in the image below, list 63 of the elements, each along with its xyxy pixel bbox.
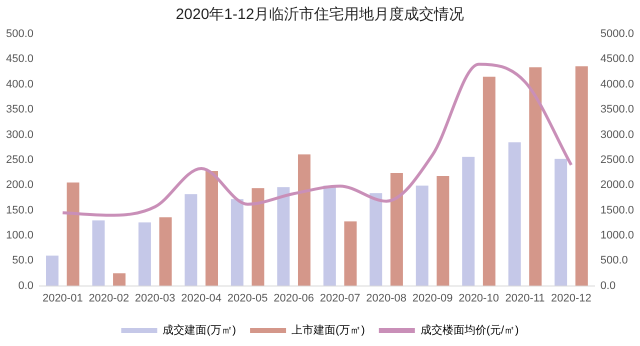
bar <box>277 187 290 286</box>
bar <box>298 154 310 286</box>
bar <box>230 199 244 286</box>
y-tick-label: 450.0 <box>6 53 34 66</box>
x-tick-label: 2020-03 <box>134 292 176 304</box>
y2-tick-label: 4500.0 <box>600 53 634 66</box>
bar <box>482 76 496 286</box>
bar <box>416 186 428 286</box>
y-tick-label: 500.0 <box>6 28 34 40</box>
bar <box>529 67 542 286</box>
bar <box>184 194 198 286</box>
bar <box>390 172 403 286</box>
x-tick-label: 2020-06 <box>274 292 314 304</box>
bar <box>206 170 218 286</box>
y2-tick-label: 4000.0 <box>600 78 634 90</box>
bar <box>344 221 357 286</box>
x-tick-label: 2020-12 <box>551 292 592 304</box>
x-tick-label: 2020-05 <box>227 292 268 304</box>
x-tick-label: 2020-02 <box>88 292 130 304</box>
x-tick-label: 2020-04 <box>181 292 222 304</box>
bar <box>92 220 105 286</box>
bar <box>436 176 450 286</box>
y-tick-label: 250.0 <box>6 154 34 166</box>
bar <box>46 256 58 286</box>
bar <box>159 217 172 286</box>
bar <box>575 66 588 286</box>
y-tick-label: 100.0 <box>6 229 34 242</box>
y-tick-label: 400.0 <box>6 78 34 90</box>
x-tick-label: 2020-01 <box>42 292 83 304</box>
x-tick-label: 2020-09 <box>412 292 453 304</box>
y-tick-label: 50.0 <box>12 254 34 267</box>
bar <box>508 142 521 286</box>
y2-tick-label: 2000.0 <box>600 179 634 192</box>
y2-tick-label: 1500.0 <box>600 204 634 216</box>
bar <box>66 182 80 286</box>
legend-label: 成交建面(万㎡) <box>162 324 236 337</box>
bar <box>554 158 568 286</box>
line-series <box>61 62 573 217</box>
y2-tick-label: 500.0 <box>600 254 628 267</box>
x-tick-label: 2020-08 <box>366 292 406 304</box>
y2-tick-label: 1000.0 <box>600 229 634 242</box>
y-tick-label: 350.0 <box>6 104 34 116</box>
y2-tick-label: 5000.0 <box>600 28 634 40</box>
y2-tick-label: 0.0 <box>600 280 616 292</box>
bar <box>138 222 151 286</box>
legend-label: 上市建面(万㎡) <box>292 324 365 337</box>
x-tick-label: 2020-10 <box>458 292 499 304</box>
bar <box>252 188 264 286</box>
bar <box>462 156 475 286</box>
y2-tick-label: 3000.0 <box>600 128 634 141</box>
y-tick-label: 200.0 <box>6 179 34 192</box>
bar <box>113 273 126 286</box>
legend-label: 成交楼面均价(元/㎡) <box>420 324 519 337</box>
x-tick-label: 2020-07 <box>320 292 360 304</box>
y2-tick-label: 3500.0 <box>600 104 634 116</box>
y-tick-label: 150.0 <box>6 204 34 216</box>
x-tick-label: 2020-11 <box>505 292 545 304</box>
chart-title: 2020年1-12月临沂市住宅用地月度成交情况 <box>176 6 464 24</box>
bar <box>323 186 336 286</box>
y-tick-label: 300.0 <box>6 128 34 141</box>
y2-tick-label: 2500.0 <box>600 154 634 166</box>
bar <box>370 193 382 286</box>
y-tick-label: 0.0 <box>18 280 34 292</box>
